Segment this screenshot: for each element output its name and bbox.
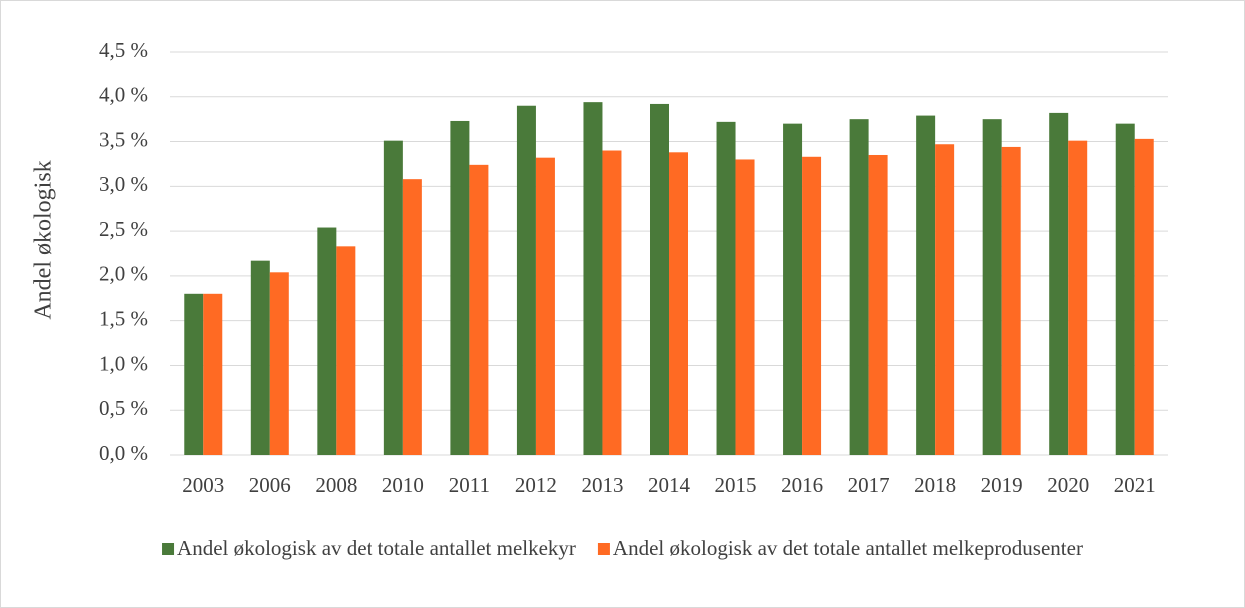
- bar: [317, 227, 337, 455]
- x-tick-label: 2019: [981, 473, 1023, 497]
- x-tick-label: 2014: [648, 473, 691, 497]
- bar: [1134, 138, 1154, 455]
- bar: [783, 123, 803, 456]
- x-tick-label: 2008: [315, 473, 357, 497]
- y-tick-label: 4,0 %: [99, 83, 148, 107]
- x-tick-label: 2013: [581, 473, 623, 497]
- bar: [1049, 112, 1069, 456]
- bar: [1115, 123, 1135, 456]
- bar: [269, 272, 289, 455]
- y-tick-label: 3,0 %: [99, 172, 148, 196]
- bar: [650, 103, 669, 455]
- x-tick-label: 2012: [515, 473, 557, 497]
- bar: [802, 156, 822, 455]
- bar: [450, 120, 470, 456]
- bar: [1068, 140, 1088, 455]
- x-tick-label: 2021: [1114, 473, 1156, 497]
- y-axis-label: Andel økologisk: [31, 160, 57, 319]
- legend-label: Andel økologisk av det totale antallet m…: [177, 536, 576, 560]
- bar: [669, 152, 688, 455]
- bar: [583, 102, 603, 455]
- bar: [516, 105, 536, 455]
- bar: [184, 293, 204, 455]
- bar: [250, 260, 270, 455]
- bar: [203, 293, 223, 455]
- y-tick-label: 2,5 %: [99, 217, 148, 241]
- bar: [716, 121, 736, 455]
- x-tick-label: 2020: [1047, 473, 1089, 497]
- bar: [469, 164, 489, 455]
- bar: [868, 154, 888, 455]
- y-tick-label: 1,0 %: [99, 351, 148, 375]
- x-tick-label: 2017: [848, 473, 890, 497]
- y-tick-label: 0,0 %: [99, 441, 148, 465]
- bar: [336, 246, 356, 455]
- y-tick-label: 0,5 %: [99, 396, 148, 420]
- bar: [849, 119, 869, 456]
- x-tick-label: 2016: [781, 473, 823, 497]
- bar: [535, 157, 555, 456]
- bar: [935, 144, 955, 455]
- x-tick-label: 2010: [382, 473, 424, 497]
- legend-label: Andel økologisk av det totale antallet m…: [613, 536, 1083, 560]
- y-tick-label: 3,5 %: [99, 127, 148, 151]
- y-tick-label: 1,5 %: [99, 306, 148, 330]
- legend-swatch: [162, 543, 175, 555]
- bar: [402, 179, 422, 455]
- bar: [383, 140, 403, 455]
- x-tick-label: 2006: [249, 473, 291, 497]
- bar: [735, 159, 755, 455]
- bar: [1001, 146, 1021, 455]
- y-tick-label: 4,5 %: [99, 38, 148, 62]
- legend-swatch: [597, 543, 610, 555]
- y-tick-label: 2,0 %: [99, 262, 148, 286]
- x-tick-label: 2003: [182, 473, 224, 497]
- x-tick-label: 2011: [449, 473, 490, 497]
- x-tick-label: 2018: [914, 473, 956, 497]
- bar: [602, 150, 622, 455]
- bar: [982, 119, 1002, 456]
- x-tick-label: 2015: [715, 473, 757, 497]
- bar: [916, 115, 936, 455]
